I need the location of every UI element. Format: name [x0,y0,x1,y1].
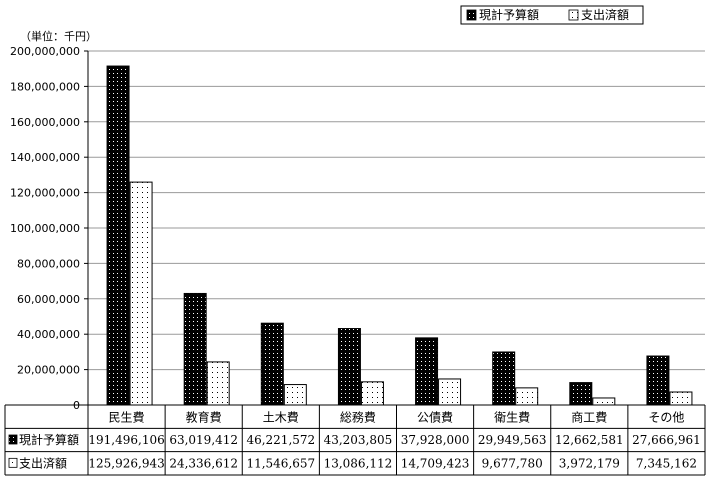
bar-budget [183,292,207,406]
x-category-label: 民生費 [109,410,145,425]
table-cell: 3,972,179 [559,456,620,470]
row-swatch-spent [8,457,18,468]
bar-spent [283,384,307,406]
legend-label-budget: 現計予算額 [479,7,539,22]
bar-spent [206,361,230,406]
bar-budget [569,382,593,406]
bar-budget [415,337,439,406]
bar-spent [129,181,153,406]
bar-spent [669,391,693,406]
legend-swatch-spent [568,9,579,21]
table-cell: 24,336,612 [169,456,238,470]
y-axis: 020,000,00040,000,00060,000,00080,000,00… [10,45,89,412]
table-cell: 46,221,572 [246,433,315,447]
y-tick-label: 120,000,000 [10,187,80,200]
x-category-label: その他 [648,411,684,425]
bar-spent [515,387,539,406]
legend-label-spent: 支出済額 [581,7,629,22]
bar-spent [592,397,616,406]
bar-budget [337,328,361,406]
table-cell: 29,949,563 [478,433,547,447]
legend-swatch-budget [466,9,477,21]
table-cell: 27,666,961 [632,433,701,447]
table-cell: 9,677,780 [482,456,543,470]
y-tick-label: 140,000,000 [10,151,80,164]
row-label-spent: 支出済額 [19,455,67,470]
table-cell: 37,928,000 [401,433,470,447]
y-tick-label: 20,000,000 [17,364,80,377]
row-swatch-budget [8,434,18,445]
x-category-label: 総務費 [340,410,376,425]
bar-budget [106,65,130,406]
y-tick-label: 60,000,000 [17,293,80,306]
x-category-label: 土木費 [263,410,299,425]
y-tick-label: 160,000,000 [10,116,80,129]
table-cell: 43,203,805 [324,433,393,447]
x-category-label: 衛生費 [494,410,530,425]
bar-spent [360,381,384,406]
row-label-budget: 現計予算額 [19,432,79,447]
y-tick-label: 100,000,000 [10,222,80,235]
bar-budget [260,322,284,406]
table-cell: 191,496,106 [88,433,164,447]
bar-spent [438,378,462,406]
legend: 現計予算額 支出済額 [460,5,644,25]
x-category-label: 公債費 [417,410,453,425]
table-cell: 12,662,581 [555,433,624,447]
x-category-label: 商工費 [571,410,607,425]
y-tick-label: 40,000,000 [17,328,80,341]
y-tick-label: 200,000,000 [10,45,80,58]
grid-lines [88,50,705,371]
table-cell: 14,709,423 [401,456,470,470]
legend-box [460,5,644,25]
table-cell: 63,019,412 [169,433,238,447]
table-cell: 11,546,657 [246,456,315,470]
table-cell: 7,345,162 [636,456,697,470]
y-tick-label: 80,000,000 [17,257,80,270]
bar-budget [646,355,670,406]
table-cell: 13,086,112 [324,456,393,470]
unit-label: （単位：千円） [20,29,97,43]
table-cell: 125,926,943 [88,456,164,470]
y-tick-label: 180,000,000 [10,80,80,93]
bar-budget [492,351,516,406]
x-category-label: 教育費 [186,410,222,425]
bars [106,65,693,406]
